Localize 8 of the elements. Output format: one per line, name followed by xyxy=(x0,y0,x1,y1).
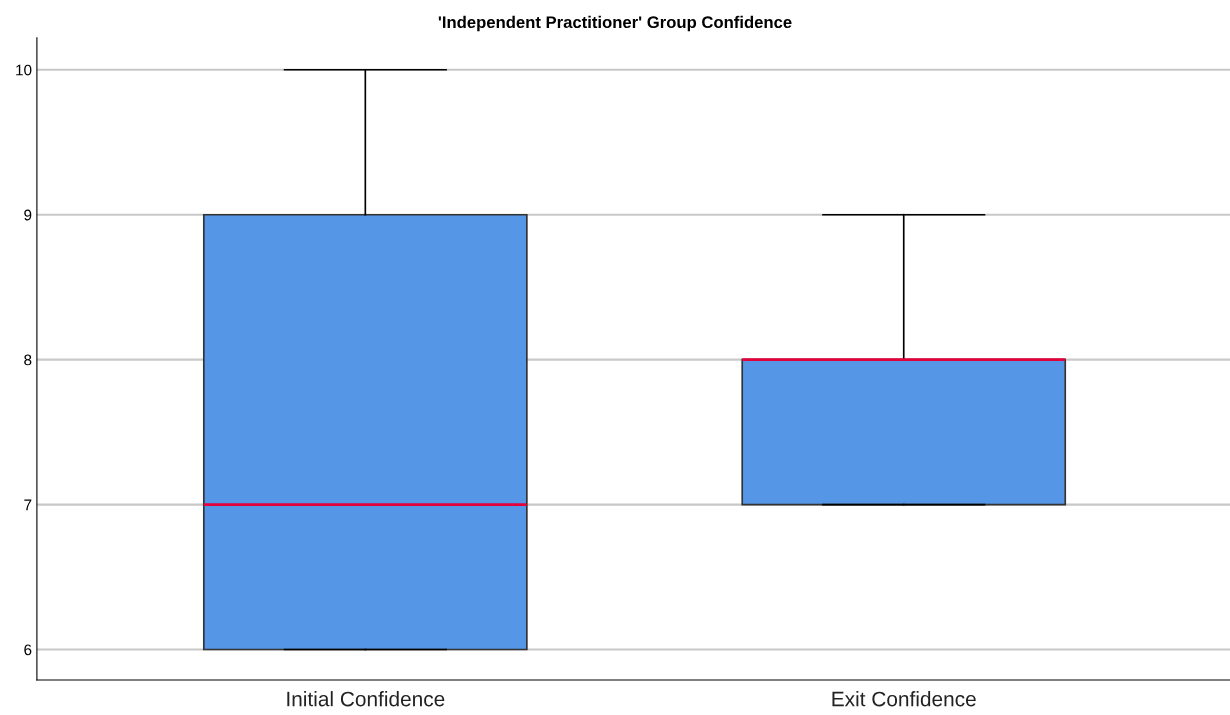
chart-title: 'Independent Practitioner' Group Confidence xyxy=(438,15,792,32)
y-tick-label: 6 xyxy=(24,644,32,656)
x-tick-label: Exit Confidence xyxy=(832,691,976,707)
y-tick-label: 8 xyxy=(24,354,32,366)
y-tick-label: 9 xyxy=(24,209,32,221)
y-tick-label: 7 xyxy=(24,499,32,511)
y-tick-label: 10 xyxy=(16,64,32,76)
x-tick-label: Initial Confidence xyxy=(287,691,445,707)
